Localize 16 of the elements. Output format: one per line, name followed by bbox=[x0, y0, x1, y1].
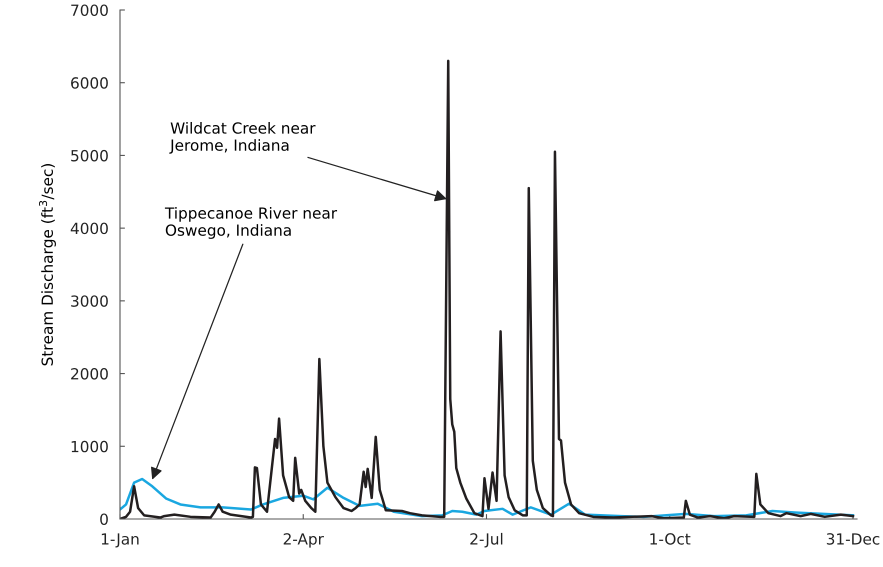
y-tick-label: 1000 bbox=[72, 440, 108, 452]
y-tick-label: 3000 bbox=[71, 295, 108, 307]
x-tick-label: 1-Jan bbox=[102, 533, 139, 548]
y-tick-label: 7000 bbox=[71, 4, 108, 16]
y-tick-label: 5000 bbox=[71, 150, 108, 162]
y-axis-title: Stream Discharge (ft$^{3}$/sec) bbox=[39, 164, 56, 366]
x-tick-label: 31-Dec bbox=[826, 533, 880, 545]
y-tick-label: 6000 bbox=[71, 77, 108, 89]
y-tick-label: 0 bbox=[100, 513, 108, 526]
annotation: Wildcat Creek near Jerome, Indiana bbox=[169, 122, 316, 154]
annotation: Tippecanoe River near Oswego, Indiana bbox=[164, 206, 338, 239]
x-tick-label: 2-Apr bbox=[284, 533, 324, 548]
x-tick-label: 1-Oct bbox=[650, 533, 690, 545]
y-tick-label: 2000 bbox=[71, 368, 108, 380]
x-tick-label: 2-Jul bbox=[470, 532, 502, 548]
y-tick-label: 4000 bbox=[70, 222, 108, 234]
